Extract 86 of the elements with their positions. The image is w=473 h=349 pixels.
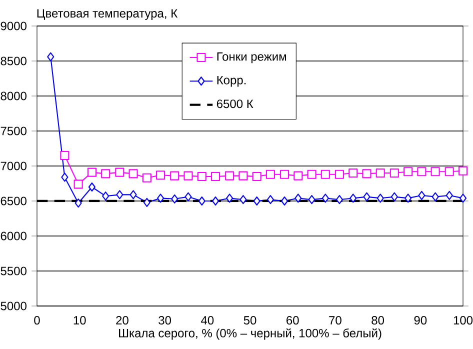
point — [376, 168, 385, 178]
x-tick-label: 100 — [454, 316, 473, 325]
y-tick-label: 9000 — [0, 22, 26, 30]
point — [350, 194, 357, 203]
legend-label: Гонки режим — [217, 52, 286, 64]
point — [197, 172, 206, 182]
x-tick-label: 70 — [329, 316, 342, 325]
point — [238, 171, 248, 180]
point — [87, 168, 96, 177]
point — [170, 171, 180, 180]
point — [266, 195, 274, 204]
point — [307, 170, 316, 179]
point — [226, 194, 234, 203]
point — [252, 172, 262, 182]
point — [102, 192, 110, 201]
point — [322, 194, 329, 203]
point — [362, 169, 372, 178]
x-tick-label: 60 — [286, 316, 299, 325]
point — [184, 171, 193, 180]
point — [280, 196, 288, 206]
point — [225, 171, 234, 180]
point — [348, 168, 358, 178]
point — [60, 150, 70, 160]
y-tick-label: 6500 — [0, 196, 26, 206]
point — [320, 170, 330, 179]
point — [390, 168, 399, 178]
point — [376, 194, 384, 203]
point — [240, 195, 247, 204]
point — [308, 195, 316, 204]
point — [432, 192, 439, 202]
x-tick-label: 0 — [34, 316, 40, 325]
point — [156, 170, 166, 180]
point — [61, 172, 68, 182]
point — [47, 52, 54, 62]
x-tick-label: 80 — [372, 316, 384, 325]
point — [130, 190, 137, 200]
point — [363, 192, 370, 202]
point — [74, 180, 83, 189]
point — [253, 196, 260, 206]
point — [294, 194, 302, 203]
x-tick-label: 40 — [201, 316, 214, 325]
point — [459, 194, 467, 203]
point — [88, 182, 96, 192]
point — [266, 170, 275, 179]
point — [171, 194, 178, 204]
point — [142, 173, 152, 182]
point — [430, 167, 440, 176]
y-tick-label: 8500 — [0, 56, 26, 66]
y-tick-label: 7000 — [0, 162, 26, 170]
point — [336, 195, 343, 204]
point — [417, 167, 426, 176]
y-axis-title: Цветовая температура, К — [37, 9, 178, 20]
y-tick-label: 8000 — [0, 92, 26, 100]
point — [294, 171, 303, 180]
x-tick-label: 10 — [74, 316, 86, 325]
y-tick-label: 5500 — [0, 266, 26, 276]
point — [157, 194, 164, 203]
y-tick-label: 5000 — [0, 302, 26, 310]
point — [418, 190, 426, 200]
point — [74, 198, 82, 208]
legend-label: Корр. — [217, 76, 246, 87]
point — [390, 192, 398, 202]
x-tick-label: 90 — [414, 316, 427, 325]
point — [404, 194, 412, 203]
point — [458, 166, 468, 176]
point — [198, 196, 206, 206]
point — [143, 198, 150, 207]
y-tick-label: 7500 — [0, 126, 26, 136]
point — [446, 190, 453, 200]
x-axis-title: Шкала серого, % (0% – черный, 100% – белый) — [119, 328, 382, 340]
point — [444, 167, 454, 176]
point — [334, 170, 344, 179]
x-tick-label: 30 — [158, 316, 172, 325]
point — [128, 169, 138, 178]
legend-label: 6500 К — [216, 100, 254, 108]
point — [116, 190, 124, 200]
point — [210, 172, 220, 182]
point — [404, 167, 413, 176]
point — [115, 168, 124, 177]
y-tick-label: 6000 — [0, 232, 26, 240]
point — [212, 196, 220, 206]
point — [280, 170, 290, 179]
x-tick-label: 20 — [116, 316, 128, 325]
x-tick-label: 50 — [244, 316, 256, 325]
point — [184, 192, 192, 202]
point — [101, 169, 110, 178]
